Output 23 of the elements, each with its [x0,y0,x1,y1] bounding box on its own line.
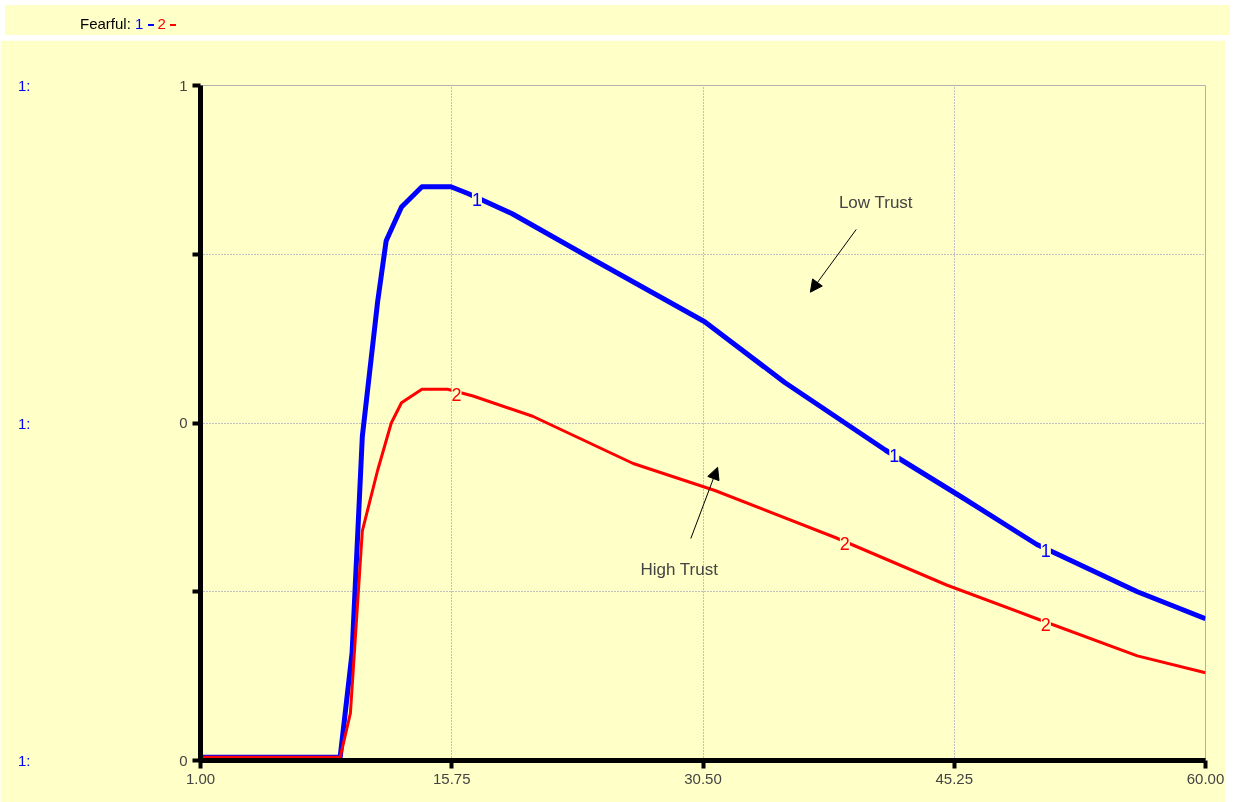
y-tick-label: 0 [179,414,188,431]
legend-label: 1 [135,15,144,32]
x-tick-label: 15.75 [432,769,471,787]
annotation: High Trust [640,559,719,579]
line-series [200,387,1206,759]
y-tick-label: 1 [179,76,188,94]
text: 1 [889,446,900,466]
x-tick-label: 30.50 [684,769,722,787]
chart-title: Fearful: [80,15,131,32]
y-tick-label: 0 [179,751,188,769]
text: 1: [17,77,31,94]
text: 1: [17,752,31,769]
x-tick-label: 1.00 [185,769,216,787]
x-tick-label: 45.25 [935,769,974,787]
annotation: Low Trust [838,193,913,213]
legend-label: 2 [157,15,166,32]
text: 2 [839,533,850,554]
text: 1: [17,414,31,432]
text: 2 [1040,614,1051,635]
text: 1 [471,189,482,210]
text: 1 [1040,540,1051,561]
text: 2 [451,385,462,406]
x-tick-label: 60.00 [1186,769,1225,787]
